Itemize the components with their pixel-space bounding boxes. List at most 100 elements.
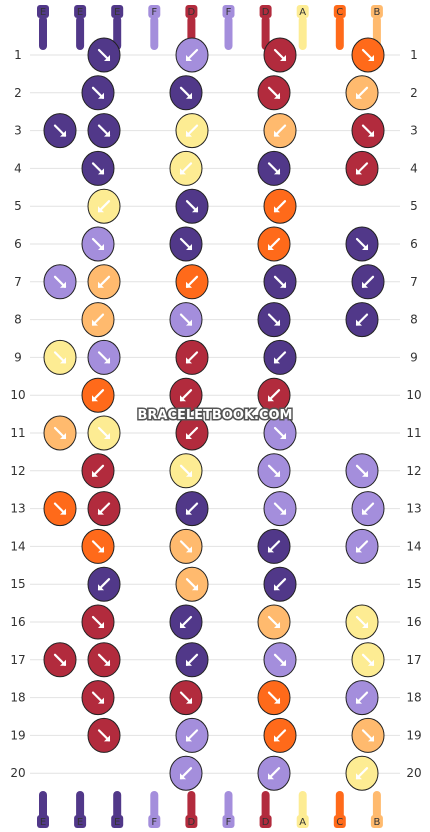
row-number-left: 9 bbox=[14, 350, 22, 364]
strand-label-badge bbox=[296, 5, 309, 18]
knot-forward bbox=[175, 188, 209, 224]
knot-forward bbox=[43, 113, 77, 149]
knot-forward bbox=[263, 37, 297, 73]
knot-arrowhead-icon bbox=[268, 546, 274, 553]
strand-label-badge bbox=[74, 5, 87, 18]
knot-arrowhead-icon bbox=[98, 622, 104, 628]
row-number-left: 3 bbox=[14, 124, 22, 138]
strand-label-badge bbox=[185, 5, 198, 18]
row-number-left: 2 bbox=[14, 86, 22, 100]
knot-arrowhead-icon bbox=[362, 470, 368, 477]
strand-label: F bbox=[226, 817, 232, 828]
knot-arrowhead-icon bbox=[92, 470, 98, 477]
row-number-right: 14 bbox=[406, 539, 421, 553]
knot-arrowhead-icon bbox=[186, 55, 192, 61]
knot-forward bbox=[345, 226, 379, 262]
strand-lines bbox=[39, 16, 381, 822]
knot-arrowhead-icon bbox=[186, 357, 192, 364]
knot-forward bbox=[81, 528, 115, 564]
knot-forward bbox=[43, 264, 77, 300]
strand-label: C bbox=[336, 7, 343, 18]
row-number-left: 18 bbox=[10, 691, 25, 705]
knot-arrowhead-icon bbox=[356, 546, 362, 553]
knot-backward bbox=[81, 453, 115, 489]
knot-arrowhead-icon bbox=[60, 508, 66, 515]
knot-backward bbox=[263, 188, 297, 224]
knot-backward bbox=[87, 491, 121, 527]
knot-backward bbox=[81, 302, 115, 338]
knot-backward bbox=[87, 264, 121, 300]
row-number-right: 8 bbox=[410, 313, 418, 327]
row-number-left: 7 bbox=[14, 275, 22, 289]
knot-arrowhead-icon bbox=[92, 395, 98, 402]
knot-backward bbox=[169, 755, 203, 791]
row-number-left: 4 bbox=[14, 161, 22, 175]
knot-backward bbox=[263, 113, 297, 149]
knot-forward bbox=[43, 642, 77, 678]
knot-backward bbox=[169, 377, 203, 413]
knot-arrowhead-icon bbox=[98, 546, 104, 553]
strand-label-badge bbox=[148, 5, 161, 18]
strand-label: C bbox=[336, 817, 343, 828]
knot-arrowhead-icon bbox=[180, 773, 186, 780]
knot-forward bbox=[87, 37, 121, 73]
knot-arrowhead-icon bbox=[104, 357, 110, 364]
row-number-left: 13 bbox=[10, 502, 25, 516]
knot-forward bbox=[263, 264, 297, 300]
knot-arrowhead-icon bbox=[60, 130, 66, 137]
row-number-right: 6 bbox=[410, 237, 418, 251]
strand-label: D bbox=[188, 7, 196, 18]
strand-label: A bbox=[299, 817, 306, 828]
knot-backward bbox=[351, 491, 385, 527]
strand-label: A bbox=[299, 7, 306, 18]
knot-backward bbox=[169, 604, 203, 640]
strand-label-badge bbox=[222, 815, 235, 828]
knot-arrowhead-icon bbox=[186, 546, 192, 553]
knot-arrowhead-icon bbox=[104, 130, 110, 137]
row-number-right: 16 bbox=[406, 615, 421, 629]
knot-backward bbox=[345, 75, 379, 111]
knot-backward bbox=[81, 377, 115, 413]
knot-forward bbox=[87, 339, 121, 375]
knot-forward bbox=[81, 226, 115, 262]
knot-arrowhead-icon bbox=[268, 395, 274, 402]
strand-label: E bbox=[40, 817, 46, 828]
knot-arrowhead-icon bbox=[98, 281, 104, 288]
knot-arrowhead-icon bbox=[60, 433, 66, 439]
knot-arrowhead-icon bbox=[180, 395, 186, 402]
knot-backward bbox=[351, 264, 385, 300]
row-number-right: 15 bbox=[406, 577, 421, 591]
knot-arrowhead-icon bbox=[104, 433, 110, 439]
knot-arrowhead-icon bbox=[280, 433, 286, 439]
strand-label-badge bbox=[111, 5, 124, 18]
knot-backward bbox=[175, 37, 209, 73]
knot-forward bbox=[257, 302, 291, 338]
knot-arrowhead-icon bbox=[274, 735, 280, 742]
row-number-right: 20 bbox=[406, 766, 421, 780]
knot-forward bbox=[345, 453, 379, 489]
knot-arrowhead-icon bbox=[186, 659, 192, 666]
strand-label-badge bbox=[370, 815, 383, 828]
strand-label-badge bbox=[333, 815, 346, 828]
knot-arrowhead-icon bbox=[268, 244, 274, 250]
row-number-right: 5 bbox=[410, 199, 418, 213]
strand-label: E bbox=[40, 7, 46, 18]
knot-arrowhead-icon bbox=[368, 735, 374, 742]
knot-arrowhead-icon bbox=[98, 584, 104, 591]
strand-label-badge bbox=[259, 5, 272, 18]
strand-label-badge bbox=[37, 815, 49, 828]
knot-forward bbox=[43, 491, 77, 527]
knots-grid bbox=[43, 37, 385, 791]
strand-label-badge bbox=[148, 815, 161, 828]
knot-arrowhead-icon bbox=[268, 773, 274, 780]
knot-backward bbox=[345, 302, 379, 338]
knot-arrowhead-icon bbox=[186, 735, 192, 742]
knot-arrowhead-icon bbox=[280, 281, 286, 288]
strand-label: B bbox=[373, 817, 380, 828]
knot-arrowhead-icon bbox=[274, 584, 280, 591]
strand-label-badge bbox=[222, 5, 235, 18]
knot-forward bbox=[257, 604, 291, 640]
row-number-right: 2 bbox=[410, 86, 418, 100]
strand-label: E bbox=[77, 817, 83, 828]
knot-arrowhead-icon bbox=[280, 55, 286, 61]
